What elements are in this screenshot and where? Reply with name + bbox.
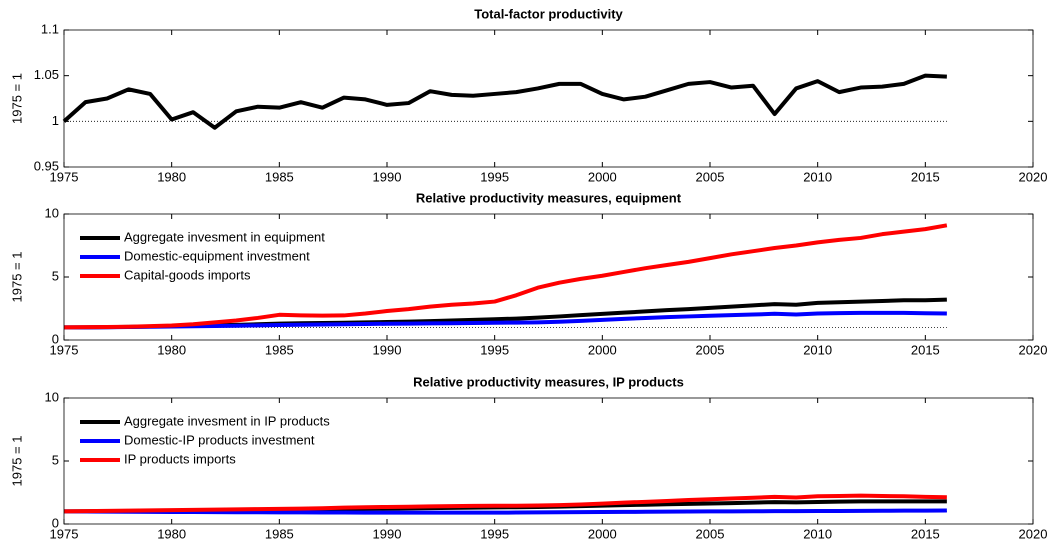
x-tick-label: 1990	[373, 342, 402, 357]
x-tick-label: 2005	[696, 342, 725, 357]
x-tick-label: 2000	[588, 526, 617, 541]
x-tick-label: 1975	[50, 169, 79, 184]
x-tick-label: 1990	[373, 169, 402, 184]
x-tick-label: 2020	[1019, 342, 1048, 357]
y-tick-label: 0	[52, 515, 59, 530]
y-tick-label: 0	[52, 331, 59, 346]
x-tick-label: 2000	[588, 342, 617, 357]
legend-label: Domestic-IP products investment	[124, 432, 315, 447]
chart-title: Relative productivity measures, equipmen…	[416, 190, 682, 205]
x-tick-label: 2005	[696, 169, 725, 184]
x-tick-label: 1985	[265, 169, 294, 184]
y-tick-label: 5	[52, 268, 59, 283]
x-tick-label: 2015	[911, 342, 940, 357]
series-line	[64, 310, 947, 330]
legend-label: Capital-goods imports	[124, 267, 251, 282]
x-tick-label: 2020	[1019, 169, 1048, 184]
chart-title: Relative productivity measures, IP produ…	[413, 374, 684, 389]
x-tick-label: 1995	[480, 169, 509, 184]
plot-frame	[63, 213, 1034, 341]
chart-title: Total-factor productivity	[474, 6, 623, 21]
x-tick-label: 1975	[50, 342, 79, 357]
y-axis-label: 1975 = 1	[9, 252, 24, 303]
y-axis-label: 1975 = 1	[9, 436, 24, 487]
series-line	[63, 223, 948, 330]
x-tick-label: 2020	[1019, 526, 1048, 541]
x-tick-label: 2005	[696, 526, 725, 541]
x-tick-label: 2010	[803, 169, 832, 184]
series-line	[62, 73, 947, 130]
x-tick-label: 1990	[373, 526, 402, 541]
y-tick-label: 10	[45, 205, 59, 220]
legend-label: Domestic-equipment investment	[124, 248, 310, 263]
x-tick-label: 2010	[803, 342, 832, 357]
x-tick-label: 1980	[157, 526, 186, 541]
x-tick-label: 1980	[157, 342, 186, 357]
x-tick-label: 2010	[803, 526, 832, 541]
plot-frame	[63, 397, 1034, 525]
y-axis-label: 1975 = 1	[9, 73, 24, 124]
y-tick-label: 1.05	[34, 67, 59, 82]
x-tick-label: 1995	[480, 342, 509, 357]
x-tick-label: 1975	[50, 526, 79, 541]
y-tick-label: 0.95	[34, 158, 59, 173]
x-tick-label: 2000	[588, 169, 617, 184]
y-tick-label: 1.1	[41, 21, 59, 36]
x-tick-label: 1980	[157, 169, 186, 184]
series-line	[63, 508, 947, 515]
x-tick-label: 1995	[480, 526, 509, 541]
x-tick-label: 1985	[265, 342, 294, 357]
y-tick-label: 1	[52, 113, 59, 128]
series-line	[63, 493, 947, 514]
legend-label: Aggregate invesment in equipment	[124, 229, 325, 244]
y-tick-label: 5	[52, 452, 59, 467]
x-tick-label: 2015	[911, 526, 940, 541]
legend-label: Aggregate invesment in IP products	[124, 413, 330, 428]
plot-frame	[63, 29, 1034, 168]
legend-label: IP products imports	[124, 451, 236, 466]
x-tick-label: 2015	[911, 169, 940, 184]
x-tick-label: 1985	[265, 526, 294, 541]
y-tick-label: 10	[45, 389, 59, 404]
